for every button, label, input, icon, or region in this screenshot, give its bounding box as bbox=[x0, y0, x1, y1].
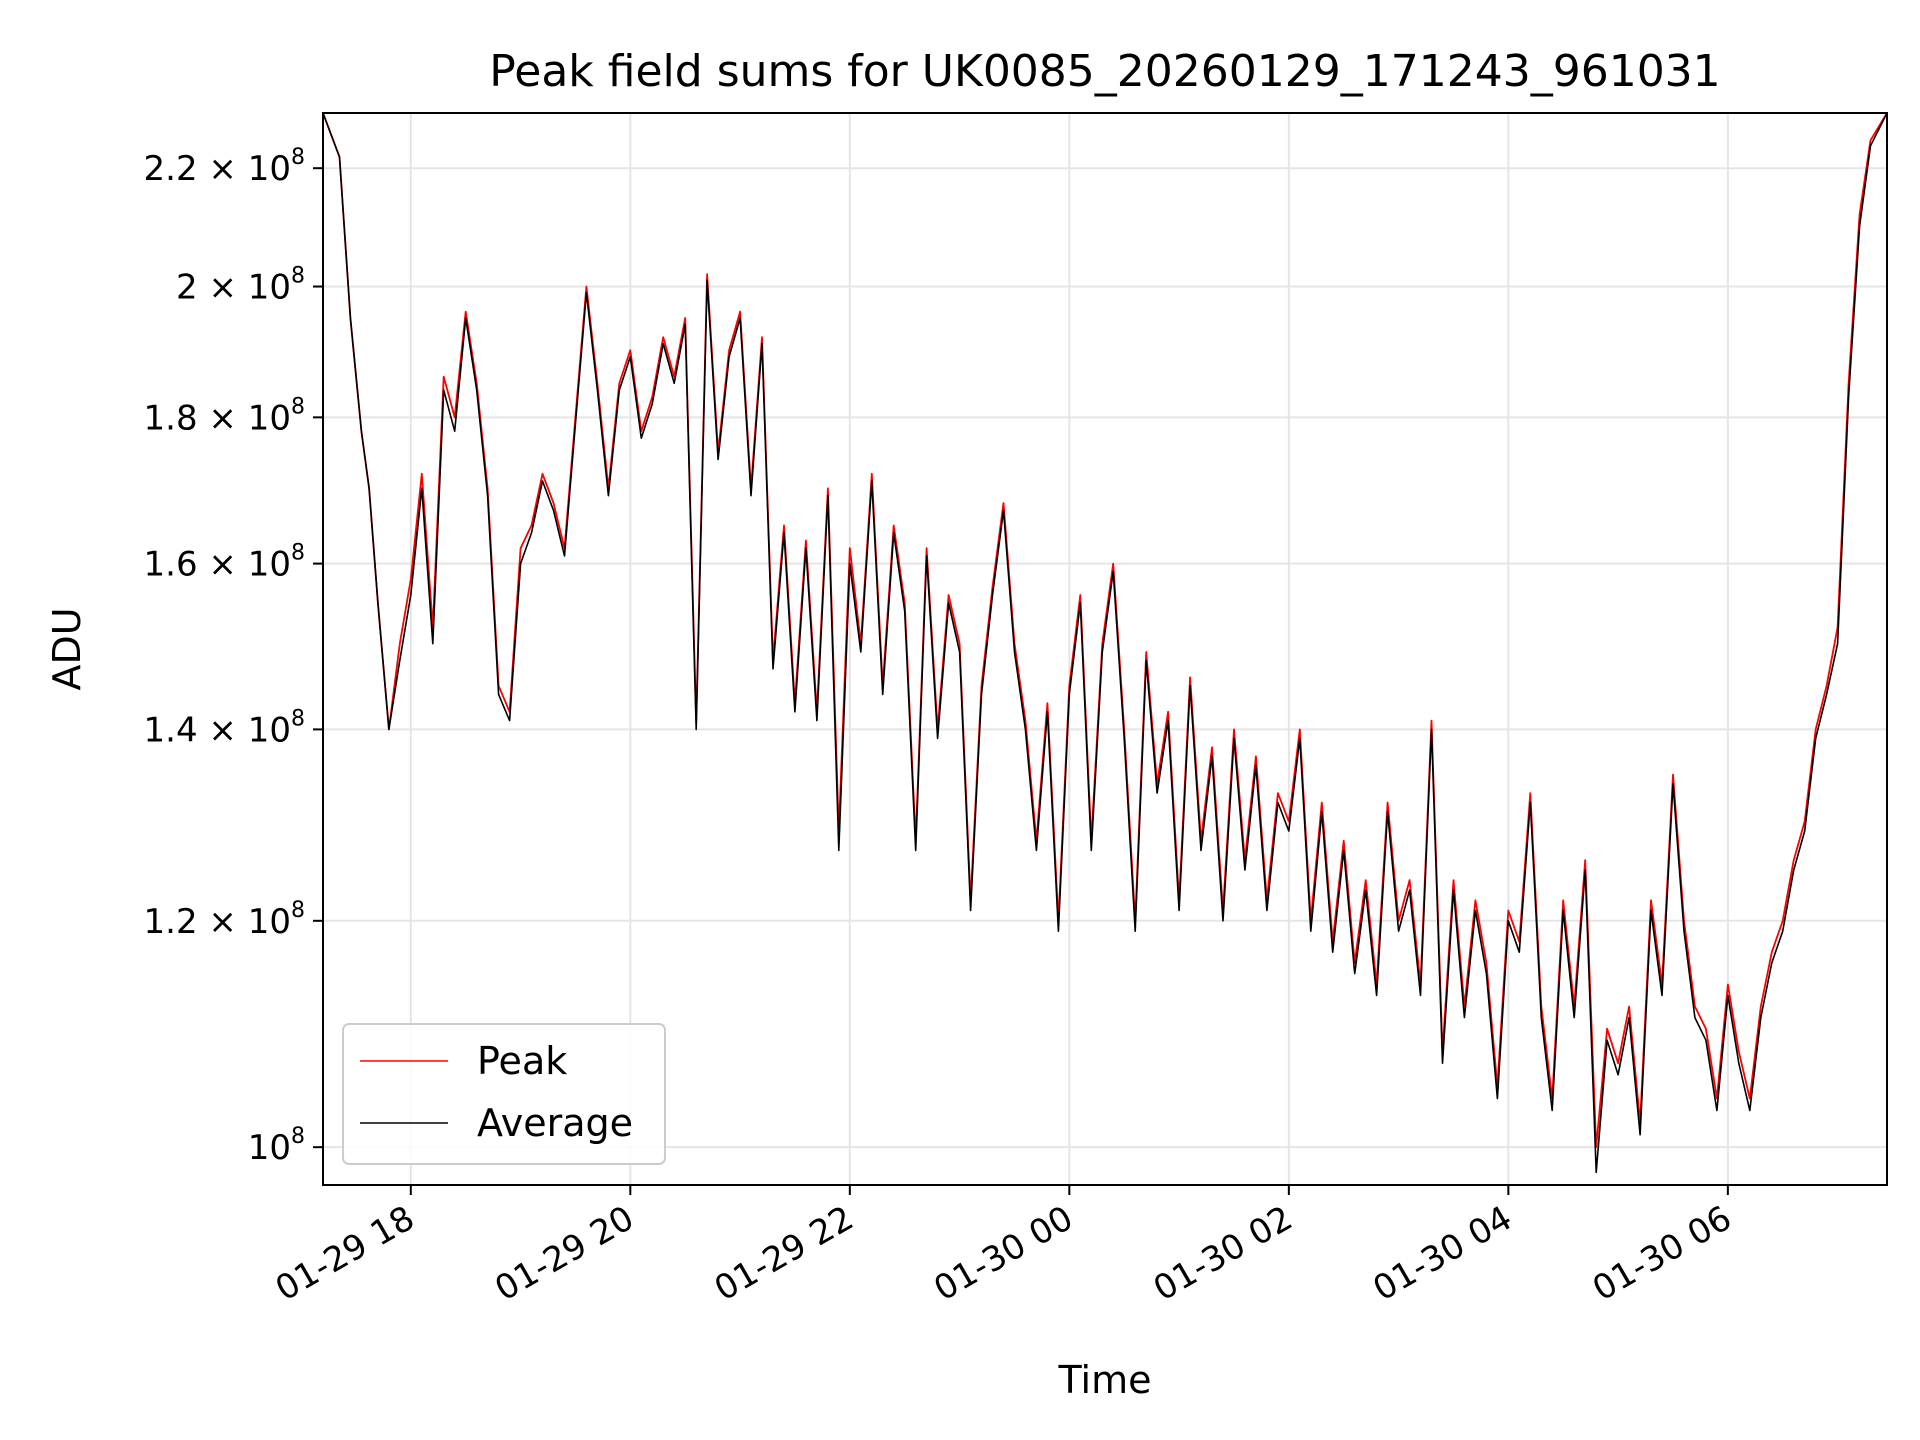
legend-peak-label: Peak bbox=[477, 1039, 567, 1083]
y-tick-label: 2.2 × 108 bbox=[144, 145, 305, 189]
legend-average-label: Average bbox=[477, 1101, 633, 1145]
chart-title: Peak field sums for UK0085_20260129_1712… bbox=[489, 46, 1720, 97]
legend: Peak Average bbox=[342, 1023, 666, 1165]
y-tick-label: 1.6 × 108 bbox=[144, 541, 305, 585]
y-axis-ticks: 108 1.2 × 108 1.4 × 108 1.6 × 108 1.8 × 108 2… bbox=[144, 145, 323, 1168]
y-tick-label: 1.8 × 108 bbox=[144, 394, 305, 438]
y-tick-label: 1.4 × 108 bbox=[144, 706, 305, 750]
y-tick-label: 1.2 × 108 bbox=[144, 898, 305, 942]
series-average-line bbox=[323, 113, 1887, 1174]
y-tick-label: 2 × 108 bbox=[176, 264, 305, 308]
plot-lines bbox=[323, 113, 1887, 1174]
x-axis-label: Time bbox=[1058, 1358, 1152, 1402]
y-tick-label: 108 bbox=[248, 1124, 305, 1168]
legend-box bbox=[342, 1023, 666, 1165]
plot-frame bbox=[322, 112, 1888, 1186]
y-axis-label: ADU bbox=[45, 607, 89, 690]
